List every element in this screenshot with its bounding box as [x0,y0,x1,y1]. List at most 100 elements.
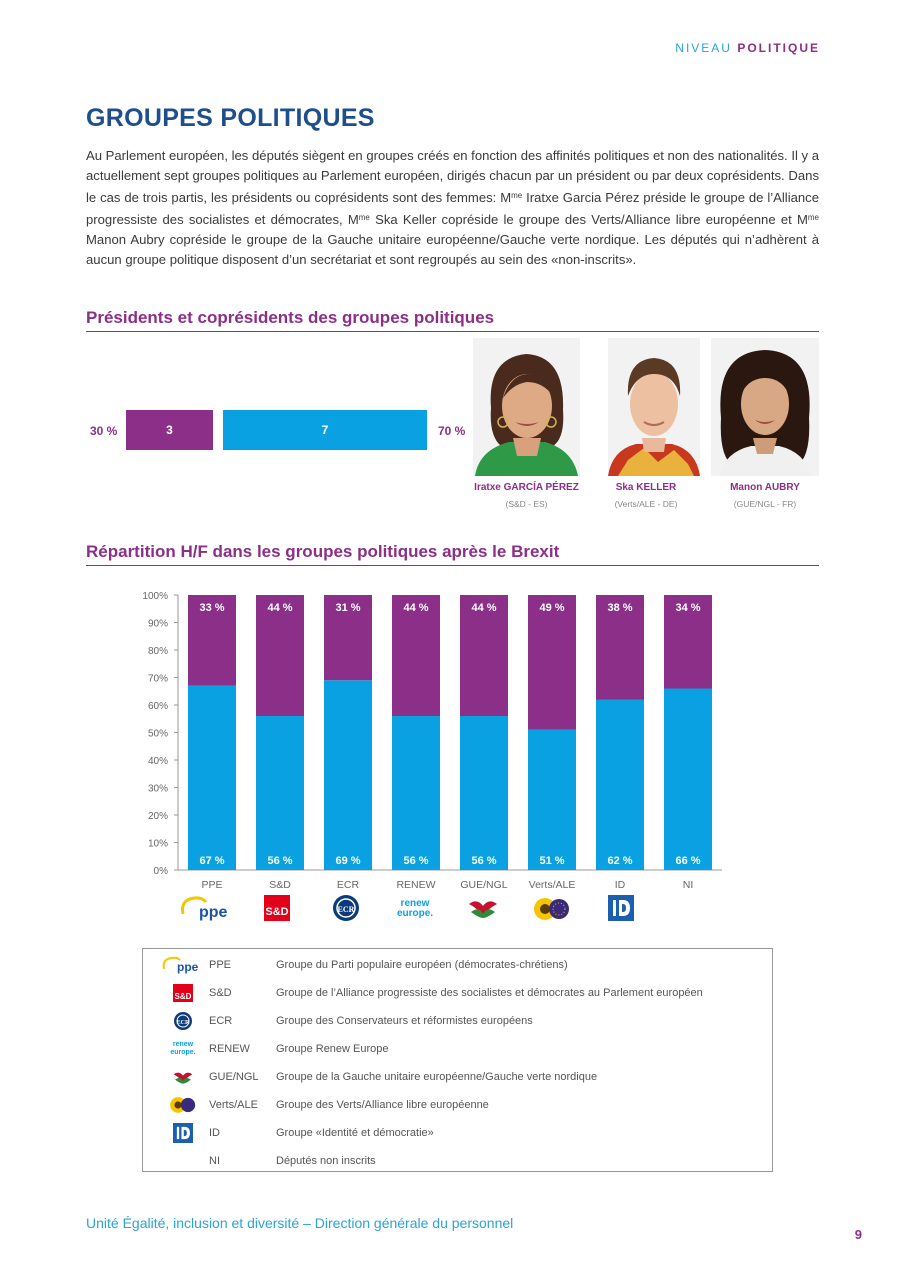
bar-men [188,685,236,870]
ppe-logo-text: ppe [199,904,228,921]
legend-description: Groupe de l’Alliance progressiste des so… [276,987,703,999]
ecr-logo-text: ECR [338,905,355,914]
id-logo [608,895,634,921]
data-label-women: 44 % [403,602,428,614]
bar-men [324,680,372,870]
women-presidents-count: 3 [166,423,173,437]
president-group: (Verts/ALE - DE) [614,499,678,509]
legend-abbreviation: RENEW [209,1043,250,1055]
category-label: Verts/ALE [529,879,576,891]
men-presidents-count: 7 [321,423,329,437]
bar-women [596,595,644,700]
legend-row: GUE/NGL Groupe de la Gauche unitaire eur… [143,1067,772,1087]
y-tick-label: 40% [148,756,168,767]
ppe-icon-text: ppe [177,960,199,974]
category-label: PPE [201,879,222,891]
data-label-men: 56 % [471,855,496,867]
renew-icon-line2: europe. [170,1049,196,1056]
verts-ale-logo [531,895,573,923]
section-tag-prefix: NIVEAU [675,41,732,55]
y-tick-label: 20% [148,811,168,822]
y-tick-label: 100% [142,591,168,602]
legend-description: Groupe du Parti populaire européen (démo… [276,959,568,971]
portrait-keller [608,338,700,476]
legend-abbreviation: PPE [209,959,232,971]
footer-text: Unité Égalité, inclusion et diversité – … [86,1215,514,1231]
section-tag: NIVEAU POLITIQUE [675,41,820,55]
legend-description: Groupe Renew Europe [276,1043,389,1055]
legend-row: renew europe. RENEW Groupe Renew Europe [143,1039,772,1059]
sd-logo-text: S&D [265,906,289,918]
bar-women [392,595,440,716]
bar-women [460,595,508,716]
y-tick-label: 50% [148,729,168,740]
legend-abbreviation: S&D [209,987,232,999]
data-label-men: 56 % [403,855,428,867]
bar-men [664,688,712,870]
category-label: ECR [337,879,360,891]
data-label-women: 38 % [607,602,632,614]
legend-abbreviation: NI [209,1155,220,1167]
renew-logo-line2: europe. [396,908,434,919]
data-label-men: 56 % [267,855,292,867]
page-title: GROUPES POLITIQUES [86,104,375,132]
page-number: 9 [854,1227,862,1242]
president-name: Ska KELLER [615,482,677,493]
category-label: S&D [269,879,291,891]
men-presidents-bar: 7 [223,410,427,450]
legend-abbreviation: ID [209,1127,220,1139]
y-tick-label: 70% [148,674,168,685]
data-label-women: 34 % [675,602,700,614]
bar-men [596,699,644,870]
legend-description: Groupe «Identité et démocratie» [276,1127,434,1139]
data-label-men: 62 % [607,855,632,867]
renew-logo: renew europe. [390,897,440,921]
bar-women [528,595,576,730]
legend-description: Groupe de la Gauche unitaire européenne/… [276,1071,598,1083]
portrait-aubry [711,338,819,476]
intro-paragraph: Au Parlement européen, les députés siège… [86,148,819,267]
ppe-icon: ppe [161,955,205,975]
data-label-men: 67 % [199,855,224,867]
legend-abbreviation: GUE/NGL [209,1071,259,1083]
women-percentage: 30 % [90,424,118,438]
bar-men [392,716,440,870]
ecr-icon-text: ECR [177,1020,190,1026]
data-label-women: 44 % [267,602,292,614]
bar-men [460,716,508,870]
y-tick-label: 30% [148,784,168,795]
data-label-women: 31 % [335,602,360,614]
presidents-section-title: Présidents et coprésidents des groupes p… [86,308,819,332]
data-label-men: 66 % [675,855,700,867]
y-tick-label: 90% [148,619,168,630]
bar-men [256,716,304,870]
gue-ngl-icon [161,1067,205,1087]
legend-description: Députés non inscrits [276,1155,376,1167]
president-name: Manon AUBRY [730,482,800,493]
distribution-section-title: Répartition H/F dans les groupes politiq… [86,542,819,566]
gender-distribution-chart: 0% 10% 20% 30% 40% 50% 60% 70% 80% 90% 100% 67 % 33 … [142,591,722,891]
bar-women [324,595,372,681]
id-icon [161,1123,205,1143]
y-tick-label: 60% [148,701,168,712]
legend-row: NI Députés non inscrits [143,1151,772,1171]
legend-abbreviation: Verts/ALE [209,1099,258,1111]
sd-icon-text: S&D [174,992,192,1001]
president-name: Iratxe GARCÍA PÉREZ [474,482,579,493]
president-group: (GUE/NGL - FR) [733,499,797,509]
data-label-women: 33 % [199,602,224,614]
legend-row: S&D S&D Groupe de l’Alliance progressist… [143,983,772,1003]
category-label: RENEW [396,879,435,891]
verts-ale-icon [161,1095,205,1115]
renew-icon: renew europe. [161,1039,205,1059]
legend-description: Groupe des Conservateurs et réformistes … [276,1015,533,1027]
gue-ngl-logo [467,896,499,920]
category-label: GUE/NGL [460,879,507,891]
data-label-women: 49 % [539,602,564,614]
category-label: NI [683,879,694,891]
legend-row: Verts/ALE Groupe des Verts/Alliance libr… [143,1095,772,1115]
sd-icon: S&D [161,983,205,1003]
renew-icon-line1: renew [172,1041,194,1048]
ppe-logo: ppe [178,894,240,924]
category-label: ID [615,879,626,891]
